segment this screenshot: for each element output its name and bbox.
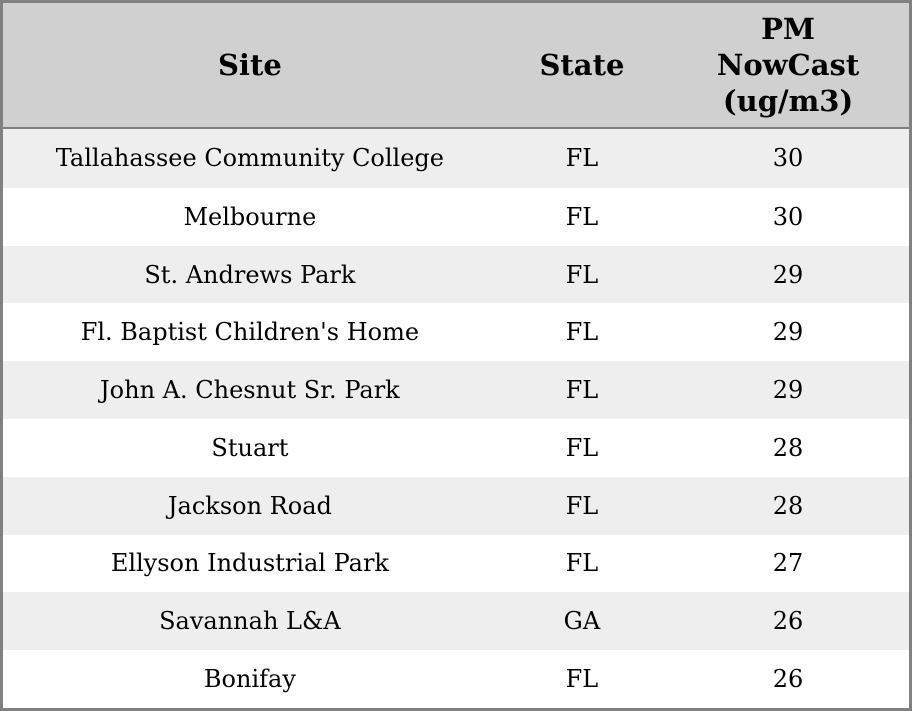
site-cell: Melbourne xyxy=(183,202,317,231)
pm-nowcast-cell: 27 xyxy=(772,549,804,578)
pm-nowcast-cell: 30 xyxy=(772,202,804,231)
table-row: Melbourne FL 30 xyxy=(3,187,909,246)
column-header-site: Site xyxy=(3,3,497,129)
site-cell: Ellyson Industrial Park xyxy=(110,549,389,578)
pm-nowcast-cell: 29 xyxy=(772,318,804,347)
state-cell: FL xyxy=(565,318,599,347)
pm-nowcast-table: Site State PM NowCast (ug/m3) Tallahasse… xyxy=(3,3,909,708)
site-cell: St. Andrews Park xyxy=(144,260,356,289)
state-cell: FL xyxy=(565,202,599,231)
pm-nowcast-cell: 30 xyxy=(772,144,804,173)
state-cell: FL xyxy=(565,144,599,173)
table-row: Fl. Baptist Children's Home FL 29 xyxy=(3,303,909,362)
table-row: St. Andrews Park FL 29 xyxy=(3,245,909,304)
state-cell: FL xyxy=(565,549,599,578)
site-cell: Bonifay xyxy=(203,665,296,694)
table-row: Jackson Road FL 28 xyxy=(3,476,909,535)
pm-nowcast-cell: 28 xyxy=(772,491,804,520)
table-row: John A. Chesnut Sr. Park FL 29 xyxy=(3,361,909,419)
table-row: Ellyson Industrial Park FL 27 xyxy=(3,534,909,593)
state-cell: FL xyxy=(565,491,599,520)
state-cell: FL xyxy=(565,665,599,694)
site-cell: Tallahassee Community College xyxy=(55,144,444,173)
pm-nowcast-cell: 26 xyxy=(772,665,804,694)
table-row: Bonifay FL 26 xyxy=(3,650,909,708)
site-cell: Fl. Baptist Children's Home xyxy=(80,318,420,347)
table-header: Site State PM NowCast (ug/m3) xyxy=(3,3,909,129)
column-header-state: State xyxy=(496,3,668,129)
column-header-pm-nowcast: PM NowCast (ug/m3) xyxy=(667,3,909,129)
state-cell: FL xyxy=(565,260,599,289)
site-cell: Jackson Road xyxy=(167,491,332,520)
state-cell: FL xyxy=(565,376,599,405)
table-row: Savannah L&A GA 26 xyxy=(3,592,909,651)
header-row: Site State PM NowCast (ug/m3) xyxy=(3,3,909,129)
pm-nowcast-cell: 29 xyxy=(772,376,804,405)
pm-nowcast-cell: 26 xyxy=(772,607,804,636)
site-cell: Stuart xyxy=(211,433,289,462)
table-body: Tallahassee Community College FL 30 Melbour… xyxy=(3,128,909,708)
pm-nowcast-cell: 29 xyxy=(772,260,804,289)
site-cell: Savannah L&A xyxy=(159,607,341,636)
pm-nowcast-cell: 28 xyxy=(772,433,804,462)
site-cell: John A. Chesnut Sr. Park xyxy=(100,376,400,405)
state-cell: FL xyxy=(565,433,599,462)
table-row: Stuart FL 28 xyxy=(3,418,909,477)
state-cell: GA xyxy=(563,607,601,636)
table-row: Tallahassee Community College FL 30 xyxy=(3,128,909,188)
